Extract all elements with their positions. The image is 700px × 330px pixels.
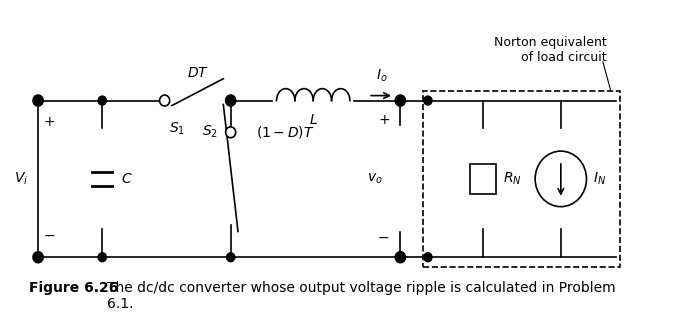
Text: $v_o$: $v_o$: [367, 172, 382, 186]
Circle shape: [98, 96, 106, 105]
Text: Figure 6.26: Figure 6.26: [29, 281, 118, 295]
Circle shape: [33, 252, 43, 263]
Text: $V_i$: $V_i$: [15, 171, 29, 187]
Text: $L$: $L$: [309, 114, 318, 127]
Text: −: −: [378, 230, 390, 245]
FancyBboxPatch shape: [470, 164, 496, 194]
Circle shape: [535, 151, 587, 207]
Circle shape: [395, 252, 405, 263]
Circle shape: [160, 95, 169, 106]
Circle shape: [396, 96, 405, 105]
Text: −: −: [43, 228, 55, 243]
Text: $S_1$: $S_1$: [169, 120, 186, 137]
Circle shape: [395, 95, 405, 106]
Circle shape: [98, 253, 106, 262]
Text: $R_N$: $R_N$: [503, 171, 522, 187]
Text: Norton equivalent
of load circuit: Norton equivalent of load circuit: [494, 36, 607, 64]
Text: $(1-D)T$: $(1-D)T$: [256, 124, 315, 140]
Circle shape: [34, 96, 42, 105]
Text: $S_2$: $S_2$: [202, 124, 218, 141]
Circle shape: [34, 253, 42, 262]
Circle shape: [396, 253, 405, 262]
Text: $I_N$: $I_N$: [593, 171, 606, 187]
Circle shape: [225, 95, 236, 106]
Text: $I_o$: $I_o$: [376, 68, 388, 84]
Circle shape: [225, 127, 236, 138]
Text: +: +: [378, 114, 390, 127]
Text: +: +: [43, 115, 55, 129]
Circle shape: [227, 253, 235, 262]
Text: $C$: $C$: [120, 172, 132, 186]
Circle shape: [227, 96, 235, 105]
Circle shape: [424, 253, 432, 262]
Bar: [424, 91, 620, 267]
Text: $DT$: $DT$: [187, 66, 209, 80]
Circle shape: [424, 96, 432, 105]
Text: The dc/dc converter whose output voltage ripple is calculated in Problem
6.1.: The dc/dc converter whose output voltage…: [107, 281, 615, 311]
Circle shape: [33, 95, 43, 106]
